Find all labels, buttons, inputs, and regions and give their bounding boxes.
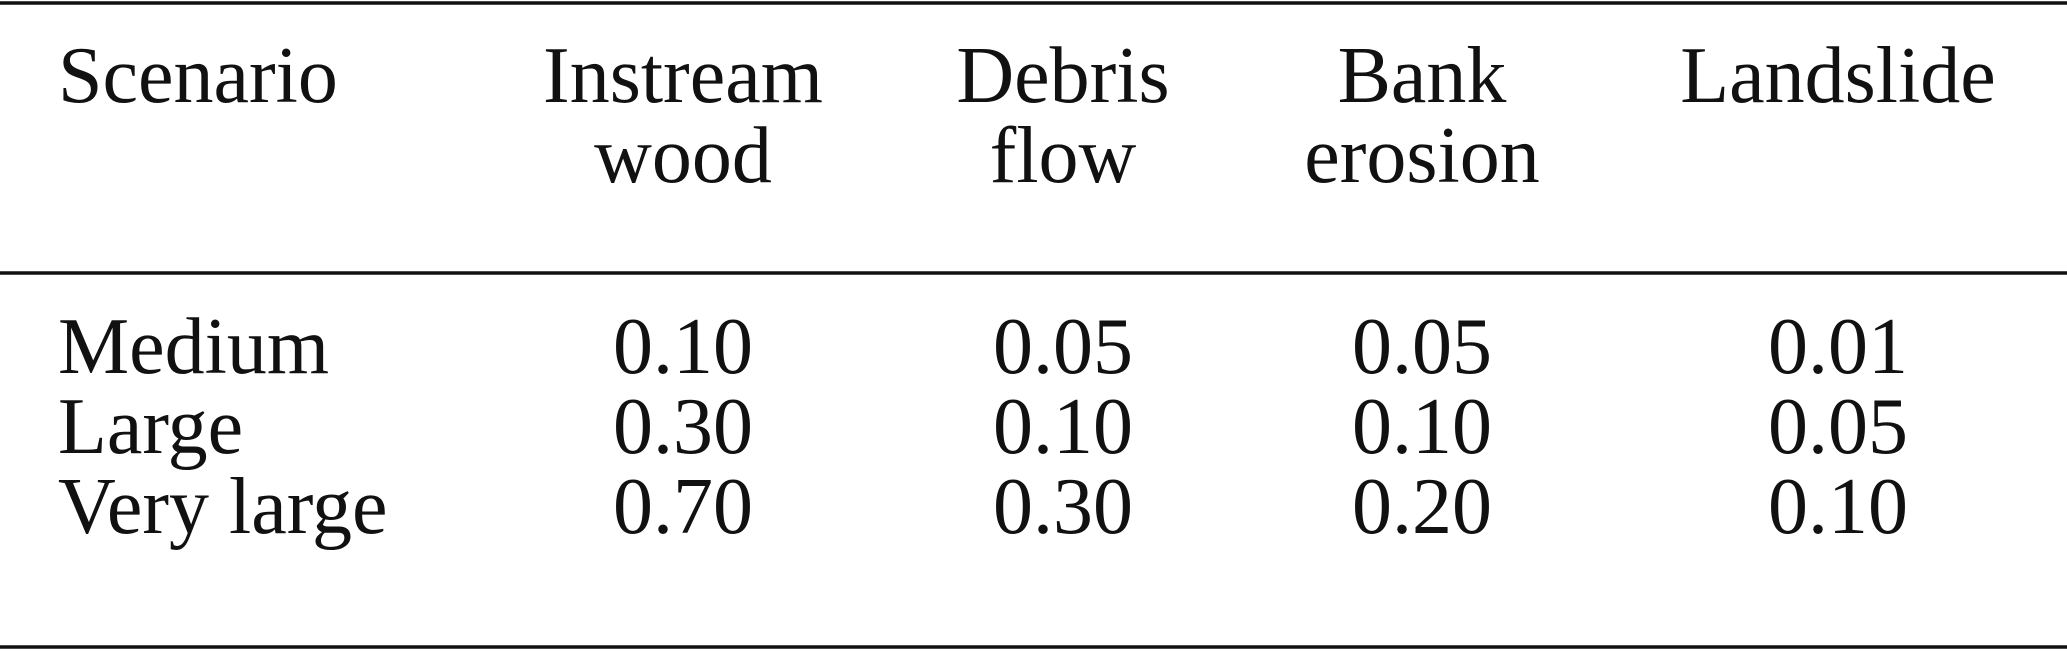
header-cell: Landslide [1680,32,1995,120]
table-cell: 0.10 [613,303,753,391]
table-cell: 0.20 [1352,463,1492,551]
header-cell: Instream [543,32,823,120]
table-cell: 0.05 [1768,383,1908,471]
row-label: Very large [58,463,388,551]
table-cell: 0.10 [1768,463,1908,551]
table-cell: 0.05 [1352,303,1492,391]
table-cell: 0.10 [1352,383,1492,471]
header-cell: Bank [1338,32,1507,120]
table-cell: 0.10 [993,383,1133,471]
table-cell: 0.05 [993,303,1133,391]
row-label: Medium [58,303,329,391]
header-cell: wood [594,112,772,200]
header-cell: flow [990,112,1137,200]
header-cell: Scenario [58,32,338,120]
table-cell: 0.30 [613,383,753,471]
table-cell: 0.70 [613,463,753,551]
table-cell: 0.01 [1768,303,1908,391]
header-cell: Debris [956,32,1169,120]
header-cell: erosion [1304,112,1540,200]
row-label: Large [58,383,243,471]
table-cell: 0.30 [993,463,1133,551]
